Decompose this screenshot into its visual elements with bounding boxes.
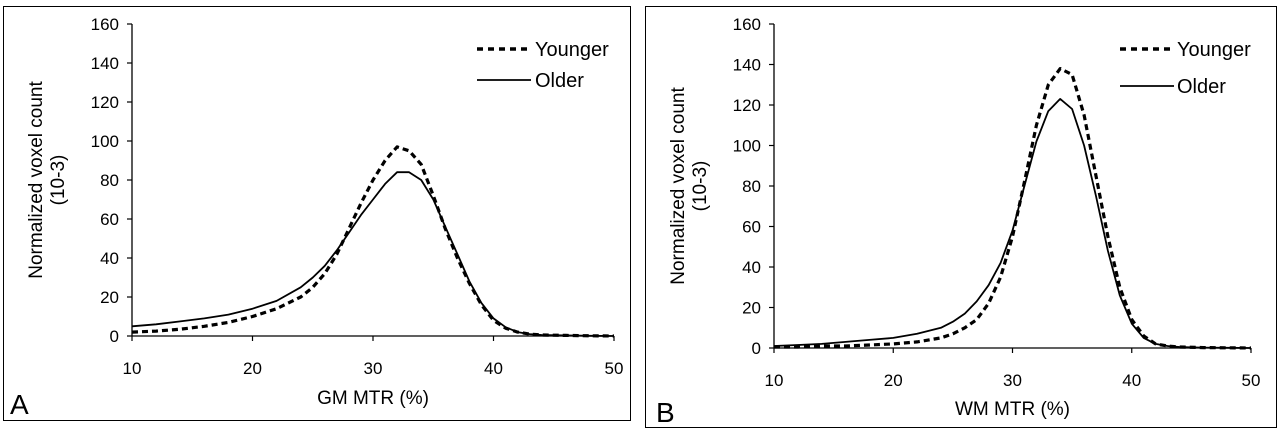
chart-b-y-tick-label: 120 <box>733 96 761 115</box>
chart-b-svg: 0 20 40 60 80 100 120 140 160 10 20 30 40 50 WM MTR (%… <box>656 15 1261 428</box>
chart-b-legend-label-younger: Younger <box>1177 39 1251 61</box>
chart-b-series-younger <box>774 67 1252 350</box>
chart-a-panel-letter: A <box>10 389 29 420</box>
chart-a-y-tick-label: 0 <box>110 327 119 346</box>
chart-a-x-tick-label: 50 <box>605 359 624 378</box>
chart-b-x-tick-label: 50 <box>1242 371 1261 390</box>
chart-a-y-tick-label: 100 <box>91 132 119 151</box>
chart-a-series-older <box>131 171 615 337</box>
chart-a-x-tick-label: 40 <box>484 359 503 378</box>
chart-a-x-axis-title: GM MTR (%) <box>317 388 429 409</box>
chart-a-y-tick-label: 120 <box>91 93 119 112</box>
chart-a-y-tick-label: 160 <box>91 15 119 34</box>
chart-b-x-tick-label: 40 <box>1122 371 1141 390</box>
chart-a-x-tick-label: 30 <box>364 359 383 378</box>
chart-b-y-tick-label: 140 <box>733 56 761 75</box>
chart-b-panel-letter: B <box>656 397 675 428</box>
chart-b-y-tick-label: 20 <box>742 299 761 318</box>
chart-a-y-axis-title-units: (10-3) <box>48 155 69 206</box>
chart-panel-b: 0 20 40 60 80 100 120 140 160 10 20 30 40 50 WM MTR (%… <box>645 6 1277 428</box>
chart-a-x-tick-label: 10 <box>123 359 142 378</box>
chart-a-series-younger <box>131 145 615 338</box>
chart-a-y-tick-label: 80 <box>100 171 119 190</box>
chart-b-x-tick-label: 30 <box>1003 371 1022 390</box>
chart-b-x-axis-title: WM MTR (%) <box>955 399 1070 420</box>
chart-a-y-tick-label: 20 <box>100 288 119 307</box>
chart-b-series-older <box>773 98 1252 349</box>
chart-b-y-tick-label: 80 <box>742 177 761 196</box>
chart-a-y-tick-label: 140 <box>91 54 119 73</box>
chart-a-y-tick-label: 60 <box>100 210 119 229</box>
chart-a-y-tick-label: 40 <box>100 249 119 268</box>
chart-b-x-tick-label: 10 <box>765 371 784 390</box>
chart-panel-a: 0 20 40 60 80 100 120 140 160 10 20 30 40 50 GM MTR (%… <box>3 6 631 421</box>
chart-a-x-tick-label: 20 <box>243 359 262 378</box>
chart-b-x-tick-label: 20 <box>884 371 903 390</box>
chart-a-legend-label-older: Older <box>535 70 584 92</box>
chart-b-legend-label-older: Older <box>1177 76 1226 98</box>
chart-b-y-tick-label: 60 <box>742 218 761 237</box>
chart-b-y-tick-label: 40 <box>742 258 761 277</box>
chart-b-y-tick-label: 100 <box>733 137 761 156</box>
chart-a-y-axis-title: Normalized voxel count <box>26 81 47 279</box>
chart-b-y-tick-label: 0 <box>752 339 761 358</box>
chart-b-y-axis-title: Normalized voxel count <box>668 87 689 285</box>
chart-b-y-tick-label: 160 <box>733 15 761 34</box>
chart-a-legend-label-younger: Younger <box>535 39 609 61</box>
chart-b-y-axis-title-units: (10-3) <box>690 161 711 212</box>
chart-a-svg: 0 20 40 60 80 100 120 140 160 10 20 30 40 50 GM MTR (%… <box>10 15 624 420</box>
